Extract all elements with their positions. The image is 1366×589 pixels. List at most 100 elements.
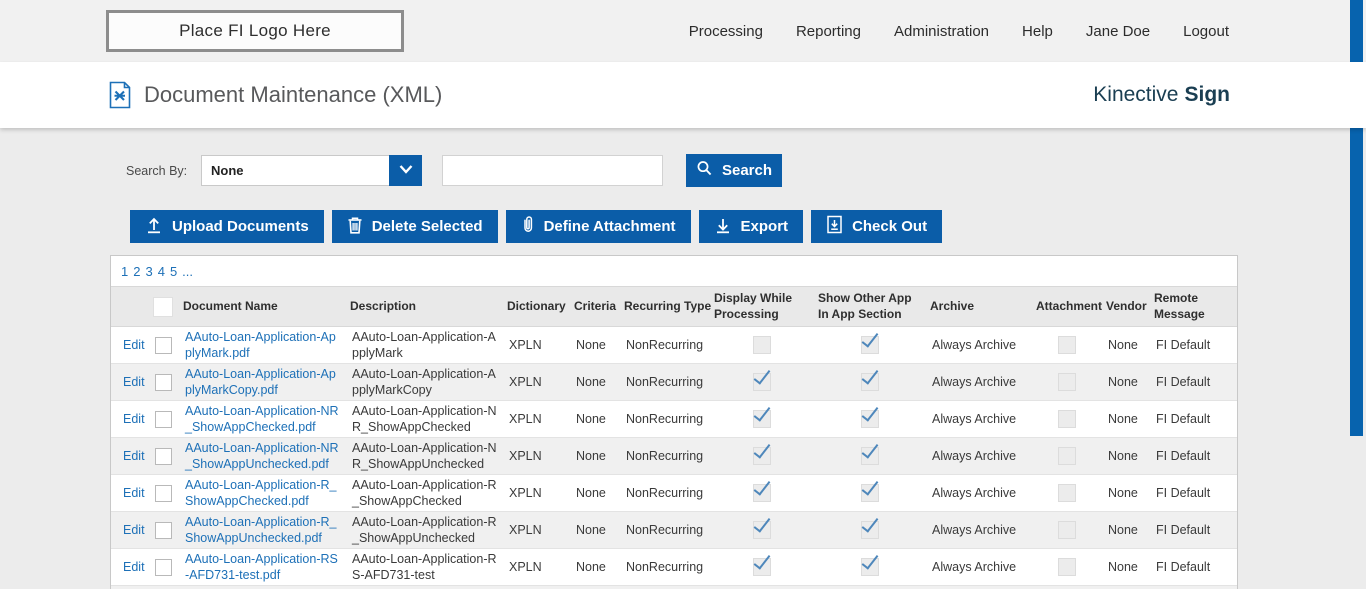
column-header-remote-message: Remote Message [1154, 290, 1205, 321]
table-row: Edit AAuto-Loan-Application-ApplyMark.pd… [111, 326, 1237, 364]
column-header-criteria: Criteria [574, 298, 617, 313]
nav-administration[interactable]: Administration [893, 22, 990, 40]
criteria-cell: None [576, 523, 606, 537]
nav-logout[interactable]: Logout [1183, 22, 1229, 40]
brand-logo: Kinective Sign [1093, 83, 1230, 107]
criteria-cell: None [576, 486, 606, 500]
documents-table: Document Name Description Dictionary Cri… [111, 286, 1237, 589]
page-link-2[interactable]: 2 [133, 264, 141, 279]
nav-reporting[interactable]: Reporting [795, 22, 861, 40]
row-select-checkbox[interactable] [154, 521, 172, 539]
page-link-1[interactable]: 1 [121, 264, 129, 279]
check-icon [753, 440, 771, 459]
table-header-row: Document Name Description Dictionary Cri… [111, 286, 1237, 327]
brand-suffix: Sign [1184, 83, 1231, 106]
nav-processing[interactable]: Processing [688, 22, 763, 40]
recurring-type-cell: NonRecurring [626, 375, 704, 389]
row-select-checkbox[interactable] [154, 336, 172, 354]
criteria-cell: None [576, 375, 606, 389]
page-link-5[interactable]: 5 [169, 264, 178, 279]
download-icon [714, 216, 732, 238]
upload-documents-button[interactable]: Upload Documents [130, 210, 324, 243]
archive-cell: Always Archive [926, 586, 1032, 589]
remote-message-cell: FI Default [1156, 560, 1211, 574]
check-icon [861, 403, 879, 422]
document-name-link[interactable]: AAuto-Loan-Application-NR_ShowAppUncheck… [185, 441, 339, 471]
table-row: Edit AAuto-Loan-Application-NR_ShowAppUn… [111, 437, 1237, 475]
nav-help[interactable]: Help [1022, 22, 1053, 40]
column-header-recurring-type: Recurring Type [624, 298, 712, 313]
fi-logo-placeholder: Place FI Logo Here [106, 10, 404, 52]
page-title: Document Maintenance (XML) [144, 82, 443, 107]
page-link-more[interactable]: ... [182, 264, 194, 279]
vendor-cell: None [1108, 338, 1138, 352]
check-icon [753, 403, 771, 422]
edit-link[interactable]: Edit [123, 375, 145, 389]
document-name-link[interactable]: AAuto-Loan-Application-R_ShowAppChecked.… [185, 478, 337, 508]
table-row: Edit AAuto-Loan-Application-NR_ShowAppCh… [111, 400, 1237, 438]
edit-link[interactable]: Edit [123, 486, 145, 500]
row-select-checkbox[interactable] [154, 410, 172, 428]
define-attachment-button[interactable]: Define Attachment [505, 210, 691, 243]
check-icon [753, 551, 771, 570]
trash-icon [347, 216, 363, 238]
recurring-type-cell: NonRecurring [626, 486, 704, 500]
search-icon [696, 160, 713, 181]
archive-cell: Always Archive [932, 338, 1017, 352]
description-cell: AAuto-Loan-Application-ApplyMark [352, 330, 496, 360]
export-button[interactable]: Export [698, 210, 804, 243]
page-link-4[interactable]: 4 [157, 264, 165, 279]
recurring-type-cell: NonRecurring [626, 449, 704, 463]
recurring-type-cell: NonRecurring [626, 338, 704, 352]
criteria-cell: None [576, 560, 606, 574]
attachment-checkbox [1058, 410, 1076, 428]
edit-link[interactable]: Edit [123, 449, 145, 463]
display-while-processing-checkbox [753, 440, 771, 465]
page-link-3[interactable]: 3 [145, 264, 153, 279]
row-select-checkbox[interactable] [154, 373, 172, 391]
archive-cell: Always Archive [932, 523, 1017, 537]
table-row: Edit AAuto-Loan-Application-ApplyMarkCop… [111, 363, 1237, 401]
column-header-edit [111, 287, 147, 327]
document-name-link[interactable]: AAuto-Loan-Application-RS-AFD731-test.pd… [185, 552, 338, 582]
edit-link[interactable]: Edit [123, 523, 145, 537]
upload-documents-label: Upload Documents [172, 218, 309, 235]
remote-message-cell: FI Default [1156, 412, 1211, 426]
row-select-checkbox[interactable] [154, 558, 172, 576]
search-button[interactable]: Search [686, 154, 782, 187]
display-while-processing-checkbox [753, 336, 771, 354]
recurring-type-cell: NonRecurring [626, 523, 704, 537]
document-name-link[interactable]: AAuto-Loan-Application-ApplyMark.pdf [185, 330, 336, 360]
edit-link[interactable]: Edit [123, 560, 145, 574]
check-icon [753, 514, 771, 533]
search-input[interactable] [442, 155, 663, 186]
row-select-checkbox[interactable] [154, 447, 172, 465]
row-select-checkbox[interactable] [154, 484, 172, 502]
nav-user-jane-doe[interactable]: Jane Doe [1085, 22, 1151, 40]
edit-link[interactable]: Edit [123, 412, 145, 426]
search-by-select[interactable]: None [201, 155, 422, 186]
edit-link[interactable]: Edit [123, 338, 145, 352]
select-all-checkbox[interactable] [153, 296, 173, 317]
recurring-type-cell: NonRecurring [626, 412, 704, 426]
recurring-type-cell: NonRecurring [626, 560, 704, 574]
select-dropdown-button[interactable] [389, 155, 422, 186]
show-other-app-checkbox [861, 551, 879, 576]
document-name-link[interactable]: AAuto-Loan-Application-NR_ShowAppChecked… [185, 404, 339, 434]
check-out-label: Check Out [852, 218, 928, 235]
check-out-button[interactable]: Check Out [811, 210, 943, 243]
dictionary-cell: XPLN [509, 560, 542, 574]
description-cell: AAuto-Loan-Application-RS-AFD731-test [352, 552, 497, 582]
vendor-cell: None [1108, 375, 1138, 389]
document-xml-icon [108, 81, 132, 109]
column-header-vendor: Vendor [1106, 298, 1147, 313]
attachment-checkbox [1058, 484, 1076, 502]
document-name-link[interactable]: AAuto-Loan-Application-ApplyMarkCopy.pdf [185, 367, 336, 397]
vendor-cell: None [1108, 412, 1138, 426]
table-row: Edit AAuto-Loan-Application-R_ShowAppChe… [111, 474, 1237, 512]
check-icon [861, 329, 879, 348]
export-label: Export [740, 218, 789, 235]
remote-message-cell: FI Default [1150, 586, 1237, 589]
document-name-link[interactable]: AAuto-Loan-Application-R_ShowAppUnchecke… [185, 515, 337, 545]
delete-selected-button[interactable]: Delete Selected [331, 210, 498, 243]
